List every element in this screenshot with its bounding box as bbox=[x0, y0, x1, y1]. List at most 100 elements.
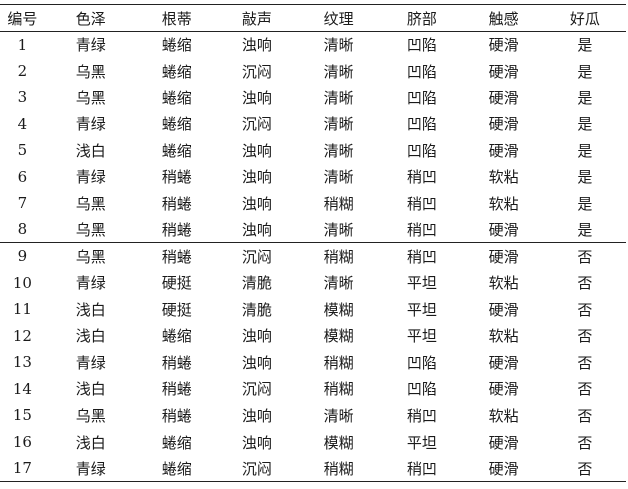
table-cell: 乌黑 bbox=[75, 247, 106, 266]
table-cell: 否 bbox=[577, 247, 593, 266]
table-cell: 清脆 bbox=[241, 300, 272, 319]
table-cell: 稍凹 bbox=[406, 194, 437, 213]
header-row: 编号 色泽 根蒂 敲声 纹理 脐部 触感 好瓜 bbox=[0, 4, 626, 32]
table-cell: 硬挺 bbox=[161, 300, 192, 319]
table-cell: 否 bbox=[577, 406, 593, 425]
table-cell: 硬滑 bbox=[488, 433, 519, 452]
column-header: 敲声 bbox=[241, 9, 272, 28]
table-cell: 稍蜷 bbox=[161, 247, 192, 266]
table-cell: 否 bbox=[577, 327, 593, 346]
table-cell: 硬滑 bbox=[488, 220, 519, 239]
table-cell: 是 bbox=[577, 115, 593, 134]
table-cell: 是 bbox=[577, 36, 593, 55]
table-cell: 清晰 bbox=[323, 62, 354, 81]
table-row: 5 浅白 蜷缩 浊响 清晰 凹陷 硬滑 是 bbox=[0, 137, 626, 163]
table-cell: 稍糊 bbox=[323, 380, 354, 399]
table-cell: 是 bbox=[577, 168, 593, 187]
table-cell: 清晰 bbox=[323, 168, 354, 187]
table-row: 4 青绿 蜷缩 沉闷 清晰 凹陷 硬滑 是 bbox=[0, 111, 626, 137]
table-cell: 5 bbox=[17, 141, 28, 160]
table-cell: 凹陷 bbox=[406, 115, 437, 134]
table-cell: 6 bbox=[17, 167, 28, 186]
table-cell: 乌黑 bbox=[75, 194, 106, 213]
table-cell: 浊响 bbox=[241, 220, 272, 239]
table-row: 11 浅白 硬挺 清脆 模糊 平坦 硬滑 否 bbox=[0, 296, 626, 323]
table-cell: 软粘 bbox=[488, 168, 519, 187]
table-cell: 9 bbox=[17, 247, 28, 266]
table-cell: 乌黑 bbox=[75, 62, 106, 81]
table-cell: 硬滑 bbox=[488, 115, 519, 134]
bad-rows: 9 乌黑 稍蜷 沉闷 稍糊 稍凹 硬滑否 10 青绿 硬挺 清脆 清晰 平坦 软粘否 11 浅白 硬挺 清脆 模糊平… bbox=[0, 242, 626, 482]
table-cell: 浊响 bbox=[241, 433, 272, 452]
table-cell: 清晰 bbox=[323, 115, 354, 134]
table-cell: 10 bbox=[12, 273, 32, 292]
table-cell: 12 bbox=[12, 326, 32, 345]
table-cell: 硬滑 bbox=[488, 36, 519, 55]
table-row: 17 青绿 蜷缩 沉闷 稍糊 稍凹 硬滑 否 bbox=[0, 455, 626, 482]
table-cell: 稍蜷 bbox=[161, 380, 192, 399]
table-cell: 稍凹 bbox=[406, 220, 437, 239]
table-cell: 7 bbox=[17, 194, 28, 213]
table-cell: 硬滑 bbox=[488, 353, 519, 372]
table-cell: 凹陷 bbox=[406, 36, 437, 55]
table-cell: 2 bbox=[17, 62, 28, 81]
table-cell: 沉闷 bbox=[241, 459, 272, 478]
table-cell: 青绿 bbox=[75, 36, 106, 55]
table-cell: 模糊 bbox=[323, 327, 354, 346]
table-cell: 蜷缩 bbox=[161, 88, 192, 107]
table-cell: 清晰 bbox=[323, 406, 354, 425]
table-cell: 否 bbox=[577, 300, 593, 319]
table-cell: 17 bbox=[12, 459, 32, 478]
table-cell: 软粘 bbox=[488, 327, 519, 346]
table-cell: 硬滑 bbox=[488, 459, 519, 478]
table-cell: 清晰 bbox=[323, 220, 354, 239]
table-cell: 浊响 bbox=[241, 36, 272, 55]
table-cell: 稍蜷 bbox=[161, 220, 192, 239]
table-cell: 青绿 bbox=[75, 168, 106, 187]
table-cell: 蜷缩 bbox=[161, 327, 192, 346]
table-cell: 沉闷 bbox=[241, 62, 272, 81]
table-row: 10 青绿 硬挺 清脆 清晰 平坦 软粘 否 bbox=[0, 269, 626, 296]
column-header: 根蒂 bbox=[161, 9, 192, 28]
table-cell: 清晰 bbox=[323, 36, 354, 55]
table-cell: 蜷缩 bbox=[161, 36, 192, 55]
table-cell: 凹陷 bbox=[406, 141, 437, 160]
table-cell: 稍蜷 bbox=[161, 353, 192, 372]
table-row: 9 乌黑 稍蜷 沉闷 稍糊 稍凹 硬滑 否 bbox=[0, 243, 626, 270]
table-cell: 硬滑 bbox=[488, 88, 519, 107]
table-cell: 平坦 bbox=[406, 433, 437, 452]
table-cell: 硬滑 bbox=[488, 380, 519, 399]
table-cell: 乌黑 bbox=[75, 88, 106, 107]
table-cell: 清晰 bbox=[323, 141, 354, 160]
table-cell: 凹陷 bbox=[406, 88, 437, 107]
column-header: 触感 bbox=[488, 9, 519, 28]
table-cell: 稍凹 bbox=[406, 459, 437, 478]
table-row: 14 浅白 稍蜷 沉闷 稍糊 凹陷 硬滑 否 bbox=[0, 376, 626, 403]
table-cell: 否 bbox=[577, 274, 593, 293]
table-cell: 乌黑 bbox=[75, 220, 106, 239]
watermelon-data-table: 编号 色泽 根蒂 敲声 纹理 脐部 触感 好瓜 1 青绿 蜷缩 浊响 清晰 凹陷 硬滑是 2 乌黑 蜷缩 沉闷 清晰… bbox=[0, 4, 626, 482]
column-header: 好瓜 bbox=[569, 9, 600, 28]
table-cell: 稍蜷 bbox=[161, 406, 192, 425]
table-cell: 是 bbox=[577, 194, 593, 213]
table-cell: 是 bbox=[577, 88, 593, 107]
table-cell: 沉闷 bbox=[241, 247, 272, 266]
table-row: 7 乌黑 稍蜷 浊响 稍糊 稍凹 软粘 是 bbox=[0, 190, 626, 216]
good-rows: 1 青绿 蜷缩 浊响 清晰 凹陷 硬滑是 2 乌黑 蜷缩 沉闷 清晰 凹陷 硬滑是 3 乌黑 蜷缩 浊响 清晰 凹陷硬… bbox=[0, 32, 626, 243]
table-cell: 浊响 bbox=[241, 406, 272, 425]
table-cell: 青绿 bbox=[75, 459, 106, 478]
table-row: 13 青绿 稍蜷 浊响 稍糊 凹陷 硬滑 否 bbox=[0, 349, 626, 376]
table-cell: 是 bbox=[577, 220, 593, 239]
table-cell: 硬滑 bbox=[488, 300, 519, 319]
table-cell: 浊响 bbox=[241, 88, 272, 107]
table-cell: 稍凹 bbox=[406, 406, 437, 425]
table-cell: 稍糊 bbox=[323, 353, 354, 372]
table-cell: 沉闷 bbox=[241, 380, 272, 399]
table-cell: 否 bbox=[577, 353, 593, 372]
table-cell: 蜷缩 bbox=[161, 141, 192, 160]
table-cell: 青绿 bbox=[75, 115, 106, 134]
table-cell: 清脆 bbox=[241, 274, 272, 293]
table-cell: 浊响 bbox=[241, 327, 272, 346]
table-cell: 硬挺 bbox=[161, 274, 192, 293]
table-cell: 4 bbox=[17, 114, 28, 133]
